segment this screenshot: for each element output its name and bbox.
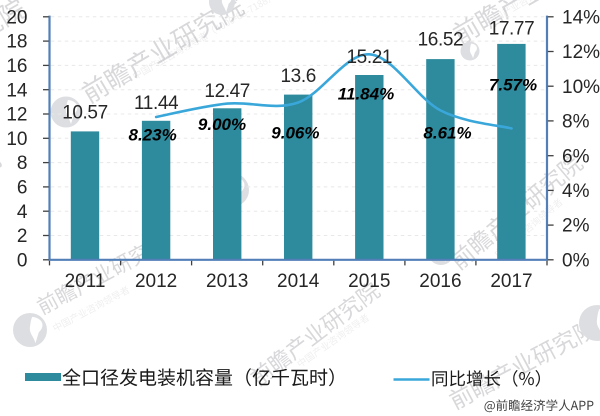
svg-text:11.84%: 11.84% bbox=[338, 85, 394, 104]
svg-text:0: 0 bbox=[17, 250, 28, 271]
svg-text:2012: 2012 bbox=[135, 271, 177, 292]
svg-text:8%: 8% bbox=[562, 112, 590, 133]
svg-text:7.57%: 7.57% bbox=[489, 76, 537, 95]
svg-text:12: 12 bbox=[6, 105, 27, 126]
svg-text:14: 14 bbox=[6, 80, 28, 101]
svg-text:2015: 2015 bbox=[348, 271, 390, 292]
svg-text:8: 8 bbox=[17, 153, 28, 174]
svg-text:16.52: 16.52 bbox=[418, 29, 464, 50]
svg-text:2: 2 bbox=[17, 226, 28, 247]
svg-text:13.6: 13.6 bbox=[281, 66, 316, 87]
svg-text:4: 4 bbox=[17, 202, 28, 223]
svg-text:16: 16 bbox=[6, 56, 27, 77]
svg-text:2016: 2016 bbox=[419, 271, 461, 292]
svg-text:2013: 2013 bbox=[206, 271, 248, 292]
svg-text:10%: 10% bbox=[562, 77, 600, 98]
svg-text:17.77: 17.77 bbox=[489, 18, 535, 39]
svg-text:2%: 2% bbox=[562, 216, 590, 237]
svg-text:11.44: 11.44 bbox=[134, 93, 179, 114]
svg-text:8.23%: 8.23% bbox=[128, 126, 176, 145]
svg-text:15.21: 15.21 bbox=[347, 47, 393, 68]
svg-text:14%: 14% bbox=[562, 7, 600, 28]
svg-text:0%: 0% bbox=[562, 250, 590, 271]
svg-text:12.47: 12.47 bbox=[204, 81, 250, 102]
svg-text:8.61%: 8.61% bbox=[423, 123, 471, 142]
svg-text:20: 20 bbox=[6, 7, 27, 28]
svg-text:6%: 6% bbox=[562, 146, 590, 167]
svg-text:6: 6 bbox=[17, 178, 28, 199]
svg-text:2011: 2011 bbox=[65, 271, 106, 292]
svg-text:2014: 2014 bbox=[277, 271, 320, 292]
svg-text:2017: 2017 bbox=[490, 271, 532, 292]
svg-text:4%: 4% bbox=[562, 181, 590, 202]
svg-text:9.06%: 9.06% bbox=[271, 124, 319, 143]
svg-text:12%: 12% bbox=[562, 42, 600, 63]
svg-text:9.00%: 9.00% bbox=[198, 115, 246, 134]
svg-text:18: 18 bbox=[6, 32, 27, 53]
svg-text:10.57: 10.57 bbox=[62, 103, 108, 124]
svg-text:10: 10 bbox=[6, 129, 27, 150]
